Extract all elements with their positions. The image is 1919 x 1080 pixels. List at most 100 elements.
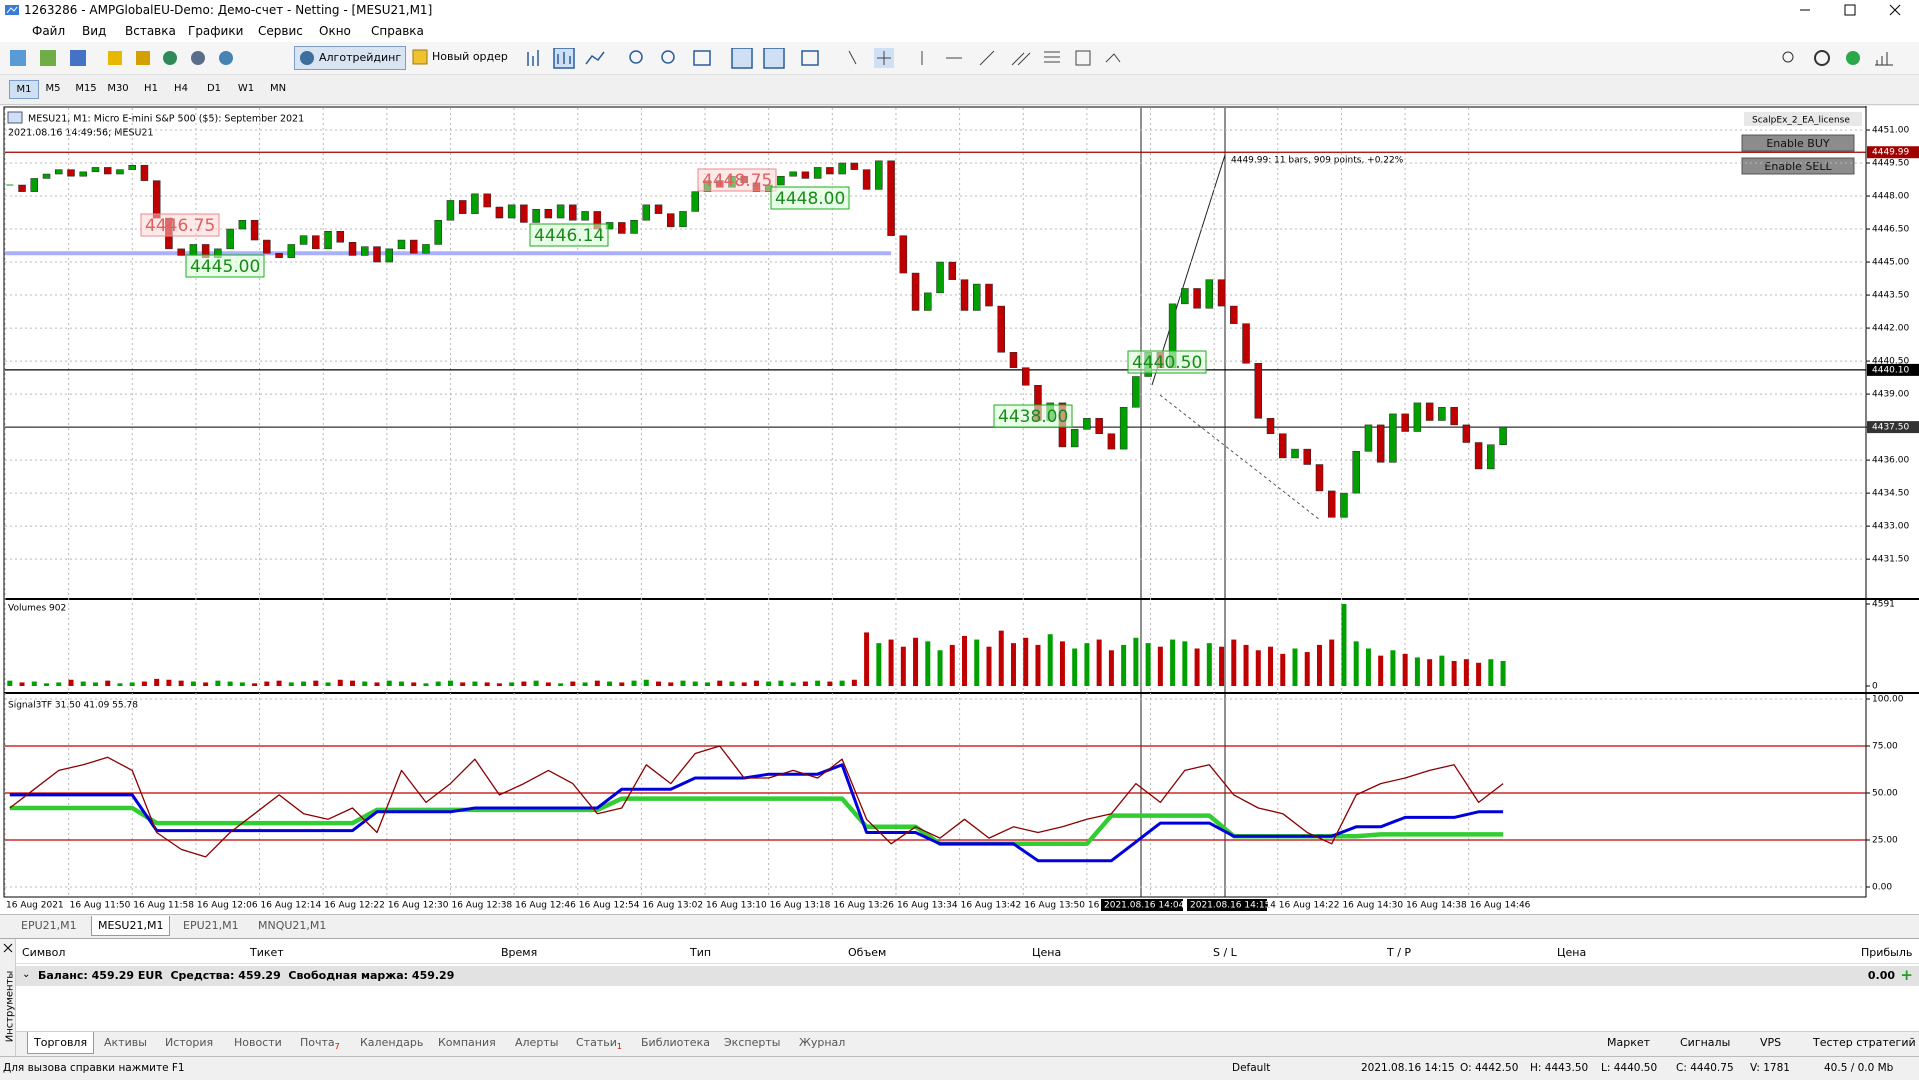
volume-bar [1207,643,1212,686]
chart-tab[interactable]: MESU21,M1 [91,916,170,936]
timeframe-button[interactable]: H1 [137,80,165,97]
candle [1181,288,1188,303]
candle [1230,306,1237,324]
volume-bar [105,681,110,686]
volume-bar [1133,638,1138,686]
timeframe-button[interactable]: M1 [9,80,39,99]
volume-bar [717,681,722,686]
column-header[interactable]: Время [501,946,537,959]
volume-bar [619,682,624,686]
volume-bar [350,681,355,686]
toolbox-tab[interactable]: Новости [228,1032,288,1053]
volume-bar [1011,643,1016,686]
volume-bar [1048,634,1053,686]
timeframe-button[interactable]: M15 [72,80,100,97]
toolbox-tab[interactable]: Статьи1 [570,1032,628,1055]
menu-item[interactable]: Сервис [258,24,303,38]
volume-bar [1097,640,1102,686]
timeframe-button[interactable]: MN [264,80,292,97]
menu-item[interactable]: Справка [371,24,424,38]
x-tick-label: 16 Aug 13:34 [897,901,958,911]
candle [839,163,846,174]
timeframe-button[interactable]: M30 [104,80,132,97]
candle [1463,425,1470,443]
service-tab[interactable]: Сигналы [1680,1036,1730,1049]
volume-bar [362,682,367,686]
toolbox-tab[interactable]: Компания [432,1032,502,1053]
menu-item[interactable]: Вид [82,24,106,38]
new-order-button[interactable]: Новый ордер [410,46,514,68]
service-tab[interactable]: Тестер стратегий [1813,1036,1916,1049]
timeframe-button[interactable]: H4 [167,80,195,97]
column-header[interactable]: Прибыль [1861,946,1912,959]
side-label: Инструменты [5,967,16,1047]
toolbox-tab[interactable]: Активы [98,1032,153,1053]
y-tick-label: 4433.00 [1872,522,1909,532]
y-tick-label: 0.00 [1872,883,1892,893]
window-controls[interactable] [1780,0,1919,20]
x-tick-label: 16 Aug 12:14 [261,901,322,911]
timeframe-button[interactable]: M5 [39,80,67,97]
close-icon[interactable] [3,943,13,953]
candle [924,293,931,311]
candle [1255,363,1262,418]
timeframe-button[interactable]: D1 [200,80,228,97]
volume-bar [69,680,74,686]
column-header[interactable]: T / P [1387,946,1411,959]
toolbox-tab[interactable]: История [159,1032,219,1053]
timestamp-info: 2021.08.16 14:49:56; MESU21 [8,128,154,139]
x-tick-label: 16 Aug 13:10 [706,901,767,911]
volume-bar [987,647,992,686]
volume-bar [252,683,257,686]
y-tick-label: 4446.50 [1872,225,1909,235]
volume-bar [1452,661,1457,686]
column-header[interactable]: Цена [1557,946,1586,959]
candle [1402,414,1409,432]
badge: 7 [335,1042,340,1051]
toolbox-tab[interactable]: Эксперты [718,1032,786,1053]
menu-item[interactable]: Вставка [125,24,176,38]
price-label: 4440.10 [1872,365,1909,375]
column-header[interactable]: Объем [848,946,886,959]
service-tab[interactable]: VPS [1760,1036,1781,1049]
column-header[interactable]: Символ [22,946,65,959]
toolbar-icons[interactable] [8,48,298,70]
column-header[interactable]: Цена [1032,946,1061,959]
candle [1120,407,1127,449]
column-header[interactable]: Тикет [250,946,284,959]
toolbox-tab[interactable]: Журнал [793,1032,851,1053]
column-header[interactable]: Тип [690,946,711,959]
volume-bar [1219,647,1224,686]
toolbox-tab[interactable]: Календарь [354,1032,429,1053]
candle [1243,324,1250,364]
add-button[interactable]: + [1900,966,1913,984]
chart-tools[interactable] [524,48,1144,70]
chart-tab[interactable]: EPU21,M1 [15,916,83,935]
candle [239,220,246,229]
candle [1426,403,1433,421]
menu-item[interactable]: Окно [319,24,351,38]
top-right-icons[interactable] [1775,48,1919,70]
volume-bar [387,681,392,686]
algo-button[interactable]: Алготрейдинг [294,46,406,70]
menu-item[interactable]: Файл [32,24,65,38]
candle [227,229,234,249]
volume-bar [1256,650,1261,686]
timeframe-button[interactable]: W1 [232,80,260,97]
chart-tab[interactable]: EPU21,M1 [177,916,245,935]
service-tab[interactable]: Маркет [1607,1036,1650,1049]
toolbox-tab[interactable]: Алерты [509,1032,564,1053]
candle [655,205,662,214]
candle [1267,418,1274,433]
menu-item[interactable]: Графики [188,24,243,38]
trade-label: 4445.00 [190,257,260,277]
toolbox-tab[interactable]: Торговля [27,1032,94,1054]
candle [1365,425,1372,451]
toolbox-tab[interactable]: Почта7 [294,1032,346,1055]
chart-tab[interactable]: MNQU21,M1 [252,916,332,935]
volume-bar [1182,641,1187,686]
column-header[interactable]: S / L [1213,946,1237,959]
candle [1083,418,1090,429]
toolbox-tab[interactable]: Библиотека [635,1032,716,1053]
trade-label: 4446.75 [145,216,215,236]
